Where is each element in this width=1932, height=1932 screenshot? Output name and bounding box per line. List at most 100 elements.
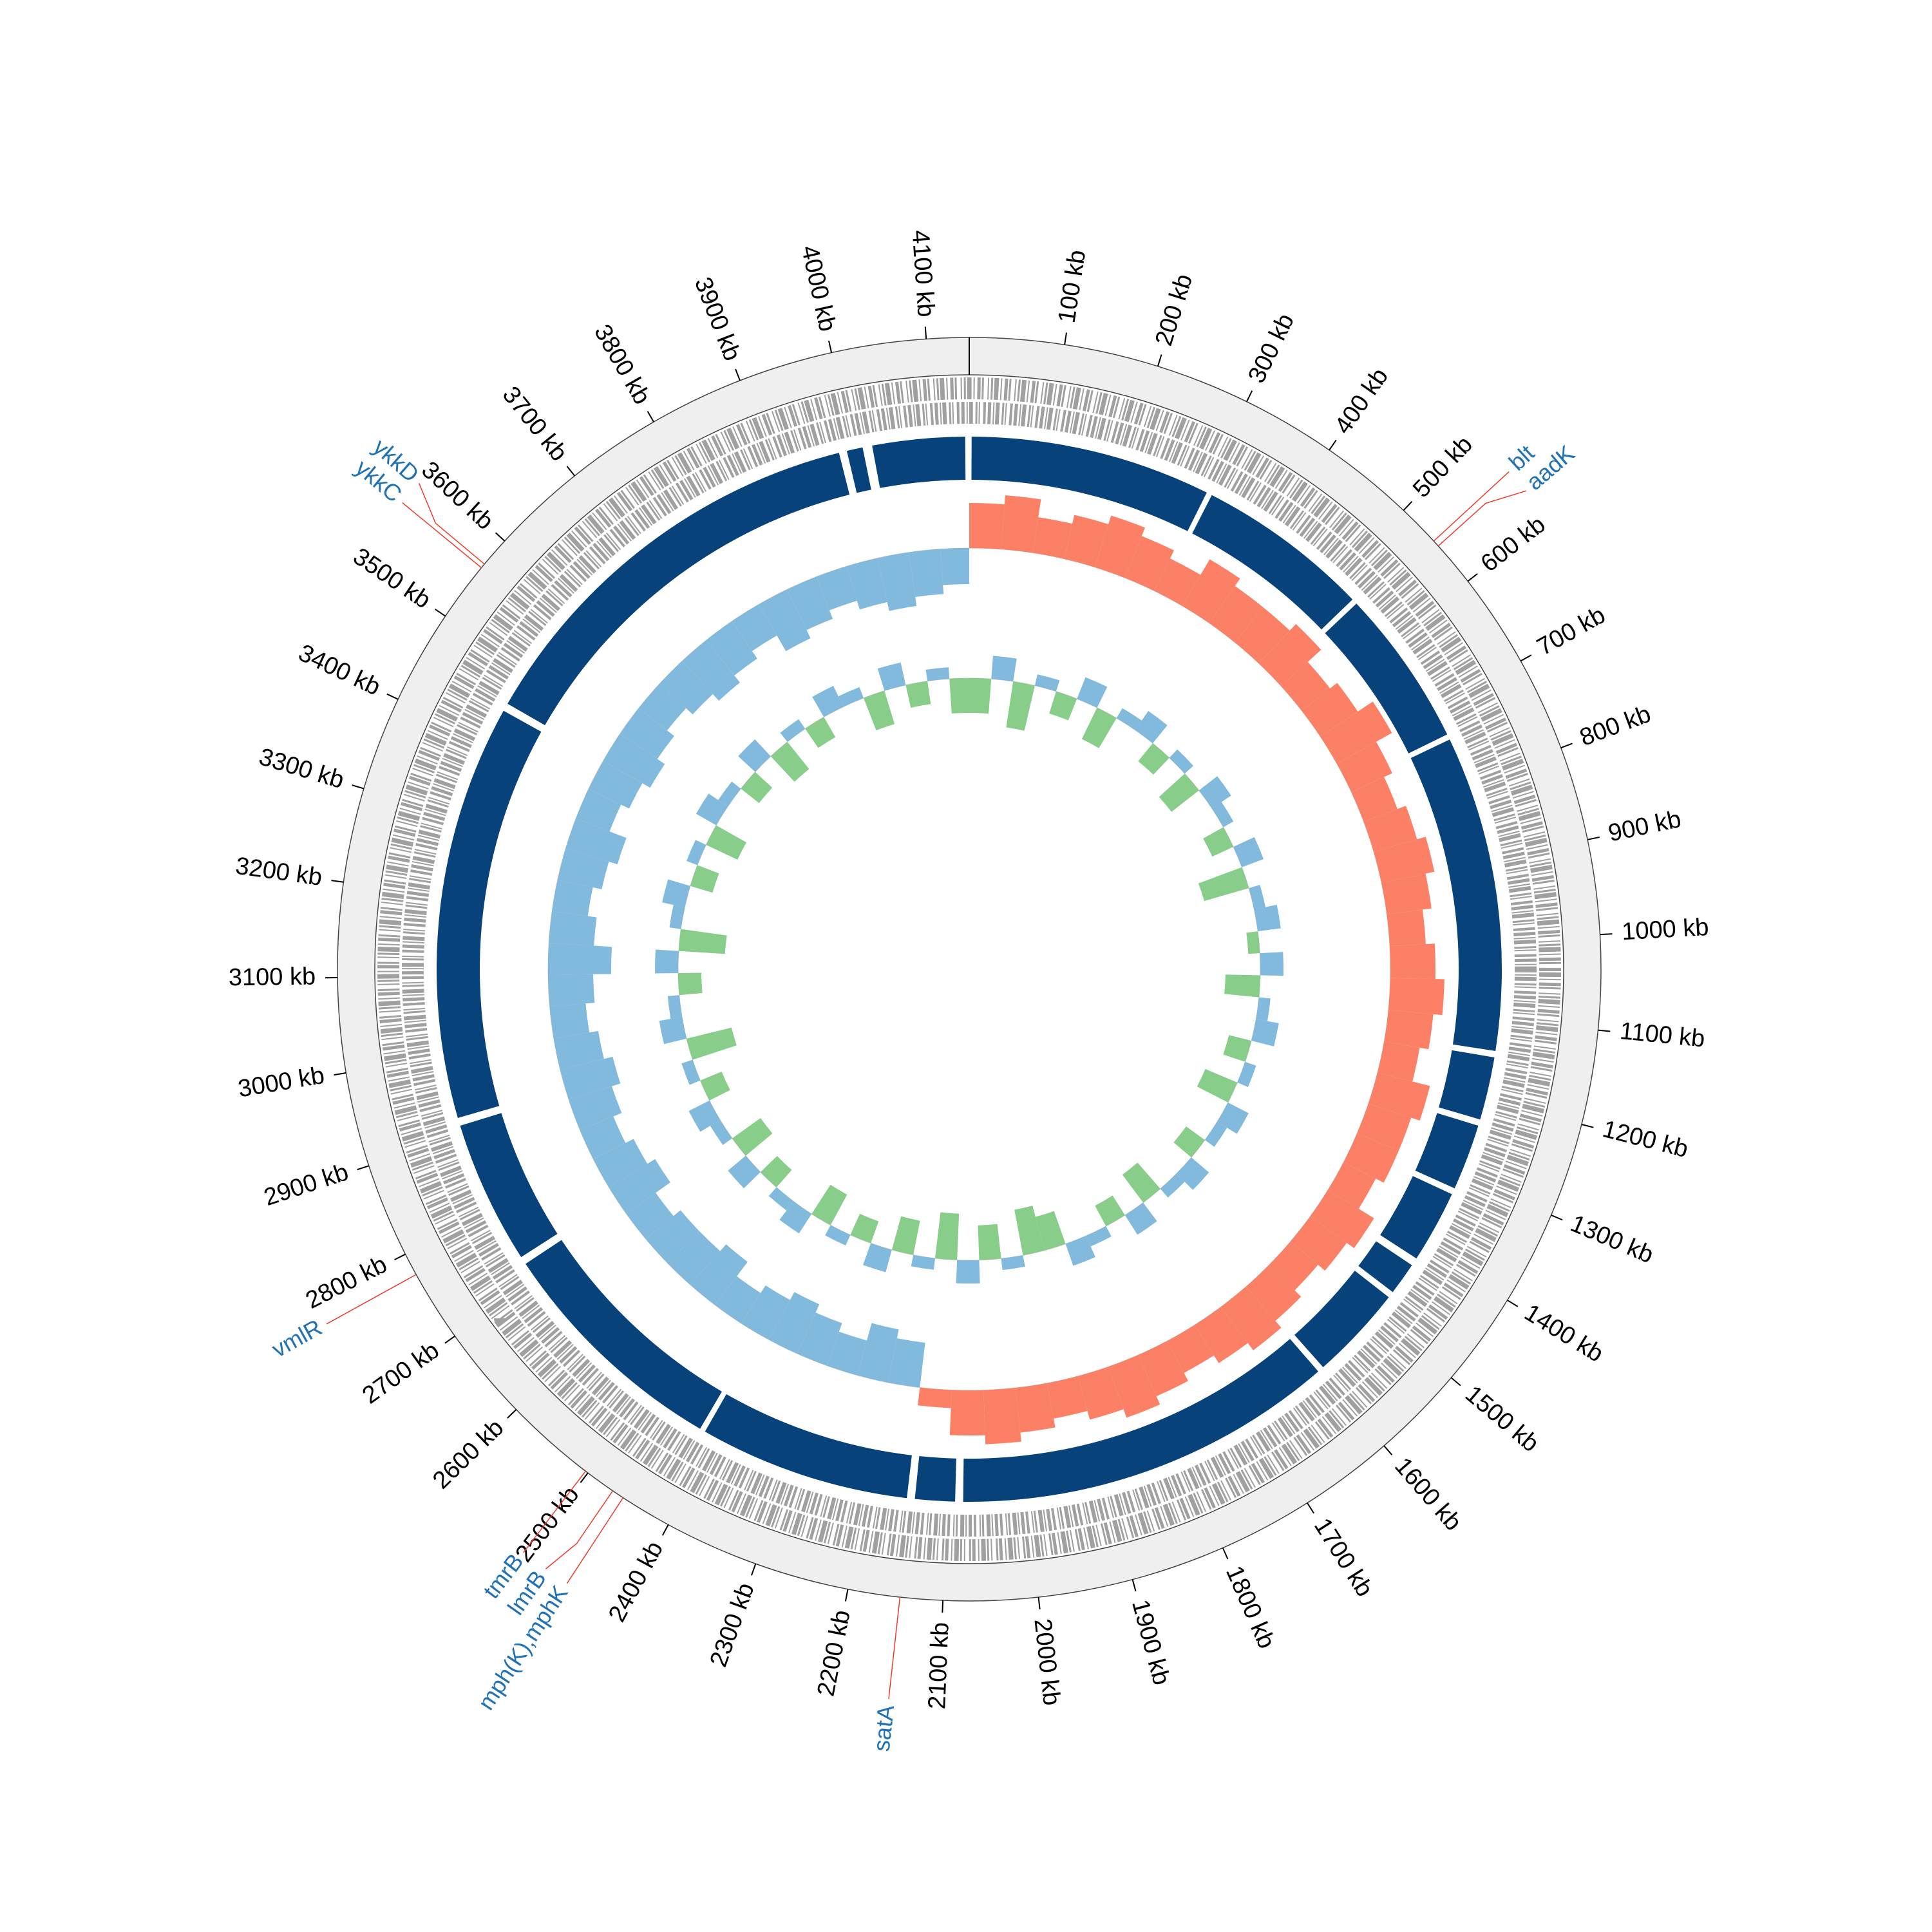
gc-skew-bar xyxy=(1001,495,1041,553)
contig-block xyxy=(437,710,542,1118)
gc-skew-bar xyxy=(741,1285,790,1340)
tick-label: 2600 kb xyxy=(428,1414,509,1494)
gc-skew-bar xyxy=(549,911,597,946)
gc-skew-bar xyxy=(768,1292,820,1354)
gc-skew-bar xyxy=(667,1231,721,1285)
tick-mark xyxy=(435,609,446,617)
gene-leader xyxy=(402,502,482,569)
gc-content-bar xyxy=(654,949,679,974)
tick-mark xyxy=(1403,501,1413,511)
tick-mark xyxy=(1157,354,1162,367)
tick-label: 3900 kb xyxy=(689,274,746,365)
tick-label: 3500 kb xyxy=(348,543,436,614)
tick-label: 200 kb xyxy=(1150,271,1198,349)
tick-label: 700 kb xyxy=(1533,601,1610,661)
gc-content-bar xyxy=(741,772,773,804)
tick-label: 1500 kb xyxy=(1460,1381,1544,1457)
tick-label: 3700 kb xyxy=(497,381,573,466)
contig-block xyxy=(1358,1241,1412,1293)
gc-skew-bar xyxy=(569,1086,622,1130)
tick-mark xyxy=(352,784,365,790)
tick-mark xyxy=(1581,1124,1594,1128)
gc-content-bar xyxy=(949,678,969,714)
tick-label: 1200 kb xyxy=(1600,1115,1690,1163)
gc-skew-bar xyxy=(1235,607,1290,664)
gc-content-bar xyxy=(863,690,895,731)
gc-content-bar xyxy=(1233,837,1264,867)
gc-content-bar xyxy=(850,1213,879,1244)
gc-skew-bar xyxy=(626,1193,674,1240)
gc-content-bar xyxy=(1001,1255,1025,1271)
contig-block xyxy=(1415,1113,1479,1189)
gc-content-bar xyxy=(688,1100,721,1132)
gc-content-bar xyxy=(877,662,906,691)
gc-skew-bar xyxy=(1108,1354,1160,1418)
tick-label: 2100 kb xyxy=(923,1622,954,1710)
gc-content-bar xyxy=(1217,1102,1249,1134)
gc-skew-bar xyxy=(1269,1241,1318,1291)
tick-mark xyxy=(1551,1214,1563,1221)
gc-content-bar xyxy=(1006,681,1035,731)
gc-skew-bar xyxy=(690,1244,748,1305)
gc-skew-bar xyxy=(1194,1307,1248,1363)
contig-block xyxy=(526,1240,722,1429)
gc-content-bar xyxy=(863,1243,892,1273)
tick-mark xyxy=(1064,332,1067,345)
gc-skew-bar xyxy=(949,1390,985,1435)
gc-content-bar xyxy=(770,741,810,782)
gc-content-bar xyxy=(978,1224,1001,1260)
gc-skew-bar xyxy=(1310,1189,1374,1249)
gc-skew-bar xyxy=(797,1312,842,1366)
tick-mark xyxy=(1307,1502,1314,1514)
tick-mark xyxy=(1450,1377,1461,1387)
tick-label: 3200 kb xyxy=(234,853,324,891)
gc-skew-bar xyxy=(826,1331,867,1376)
gc-skew-bar xyxy=(645,1210,700,1263)
gc-skew-bar xyxy=(1167,1325,1214,1373)
gc-skew-bar xyxy=(983,1388,1021,1444)
gene-leader xyxy=(1433,471,1510,542)
tick-label: 1800 kb xyxy=(1220,1562,1280,1653)
tick-mark xyxy=(1467,573,1478,582)
gc-content-bar xyxy=(905,681,931,708)
gc-skew-bar xyxy=(1046,1376,1088,1419)
gc-skew-bar xyxy=(909,549,944,598)
tick-mark xyxy=(444,1335,455,1344)
tick-label: 1000 kb xyxy=(1621,914,1709,945)
gc-content-bar xyxy=(667,995,683,1019)
gc-content-bar xyxy=(738,739,771,772)
gc-content-bar xyxy=(1260,952,1283,976)
tick-label: 800 kb xyxy=(1577,701,1655,752)
gc-content-bar xyxy=(1237,1061,1256,1087)
tick-label: 3600 kb xyxy=(416,457,498,536)
gc-skew-bar xyxy=(1328,1162,1376,1209)
gene-label: satA xyxy=(868,1703,900,1752)
gc-skew-bar xyxy=(857,1323,899,1383)
tick-label: 2500 kb xyxy=(510,1481,584,1567)
tick-mark xyxy=(647,411,654,422)
tick-label: 3000 kb xyxy=(236,1062,327,1103)
gc-skew-bar xyxy=(682,640,741,701)
tick-mark xyxy=(750,1563,757,1576)
gc-skew-bar xyxy=(1320,701,1392,764)
gc-content-bar xyxy=(780,719,806,742)
gc-content-bar xyxy=(1124,1202,1157,1235)
gc-content-bar xyxy=(1198,776,1231,809)
tick-label: 3400 kb xyxy=(294,639,384,701)
gc-content-bar xyxy=(1173,1126,1205,1158)
tick-mark xyxy=(334,1072,346,1076)
contig-block xyxy=(1325,603,1448,753)
gc-content-bar xyxy=(768,1187,794,1211)
tick-mark xyxy=(1507,1300,1519,1307)
gc-content-bar xyxy=(956,1260,980,1283)
gc-content-bar xyxy=(911,1255,936,1270)
gc-content-bar xyxy=(1138,743,1170,775)
gc-content-bar xyxy=(891,1216,920,1255)
tick-label: 500 kb xyxy=(1408,431,1478,503)
gc-content-bar xyxy=(1203,827,1234,857)
gc-content-bar xyxy=(718,781,741,807)
contig-block xyxy=(846,447,871,493)
gc-skew-bar xyxy=(1368,1072,1430,1121)
gc-content-bar xyxy=(825,1225,851,1246)
gc-content-bar xyxy=(659,1017,687,1045)
